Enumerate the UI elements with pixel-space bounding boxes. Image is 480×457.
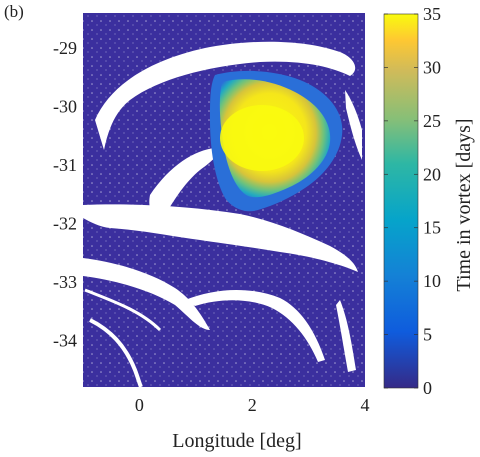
colorbar-tick-label: 5 [423, 325, 432, 345]
colorbar-tick-label: 0 [423, 378, 432, 398]
colorbar-tick-label: 10 [423, 271, 441, 291]
x-tick-label: 0 [135, 395, 144, 415]
y-axis: -29 -30 -31 -32 -33 -34 [53, 38, 77, 350]
colorbar-tick-label: 30 [423, 57, 441, 77]
white-gap-lower [83, 258, 210, 330]
plot-area [83, 13, 365, 387]
y-tick-label: -30 [53, 97, 77, 117]
colorbar-tick-label: 20 [423, 164, 441, 184]
x-tick-label: 2 [248, 395, 257, 415]
white-gap-upper [95, 41, 356, 150]
white-gap-right [345, 90, 362, 160]
y-tick-label: -31 [53, 155, 77, 175]
white-gap-bottom-right [336, 300, 356, 372]
vortex-core [220, 105, 304, 171]
x-axis-label: Longitude [deg] [172, 430, 301, 452]
white-gap-left-filament [89, 318, 143, 387]
x-tick-label: 4 [361, 395, 370, 415]
colorbar [383, 13, 419, 389]
y-tick-label: -34 [53, 330, 77, 350]
x-axis: 0 2 4 [135, 395, 370, 415]
y-tick-label: -32 [53, 213, 77, 233]
panel-label: (b) [4, 2, 24, 21]
white-gap-middle [83, 204, 358, 272]
colorbar-label: Time in vortex [days] [453, 118, 475, 291]
colorbar-tick-label: 15 [423, 218, 441, 238]
y-tick-label: -33 [53, 272, 77, 292]
colorbar-tick-label: 35 [423, 4, 441, 24]
field-speckle [83, 13, 365, 387]
white-gap-bottom [185, 289, 325, 362]
white-gap-diagonal [149, 148, 218, 225]
y-tick-label: -29 [53, 38, 77, 58]
white-gap-filament-2 [84, 288, 162, 332]
colorbar-ticks: 0 5 10 15 20 25 30 35 [384, 4, 441, 398]
colorbar-tick-label: 25 [423, 111, 441, 131]
